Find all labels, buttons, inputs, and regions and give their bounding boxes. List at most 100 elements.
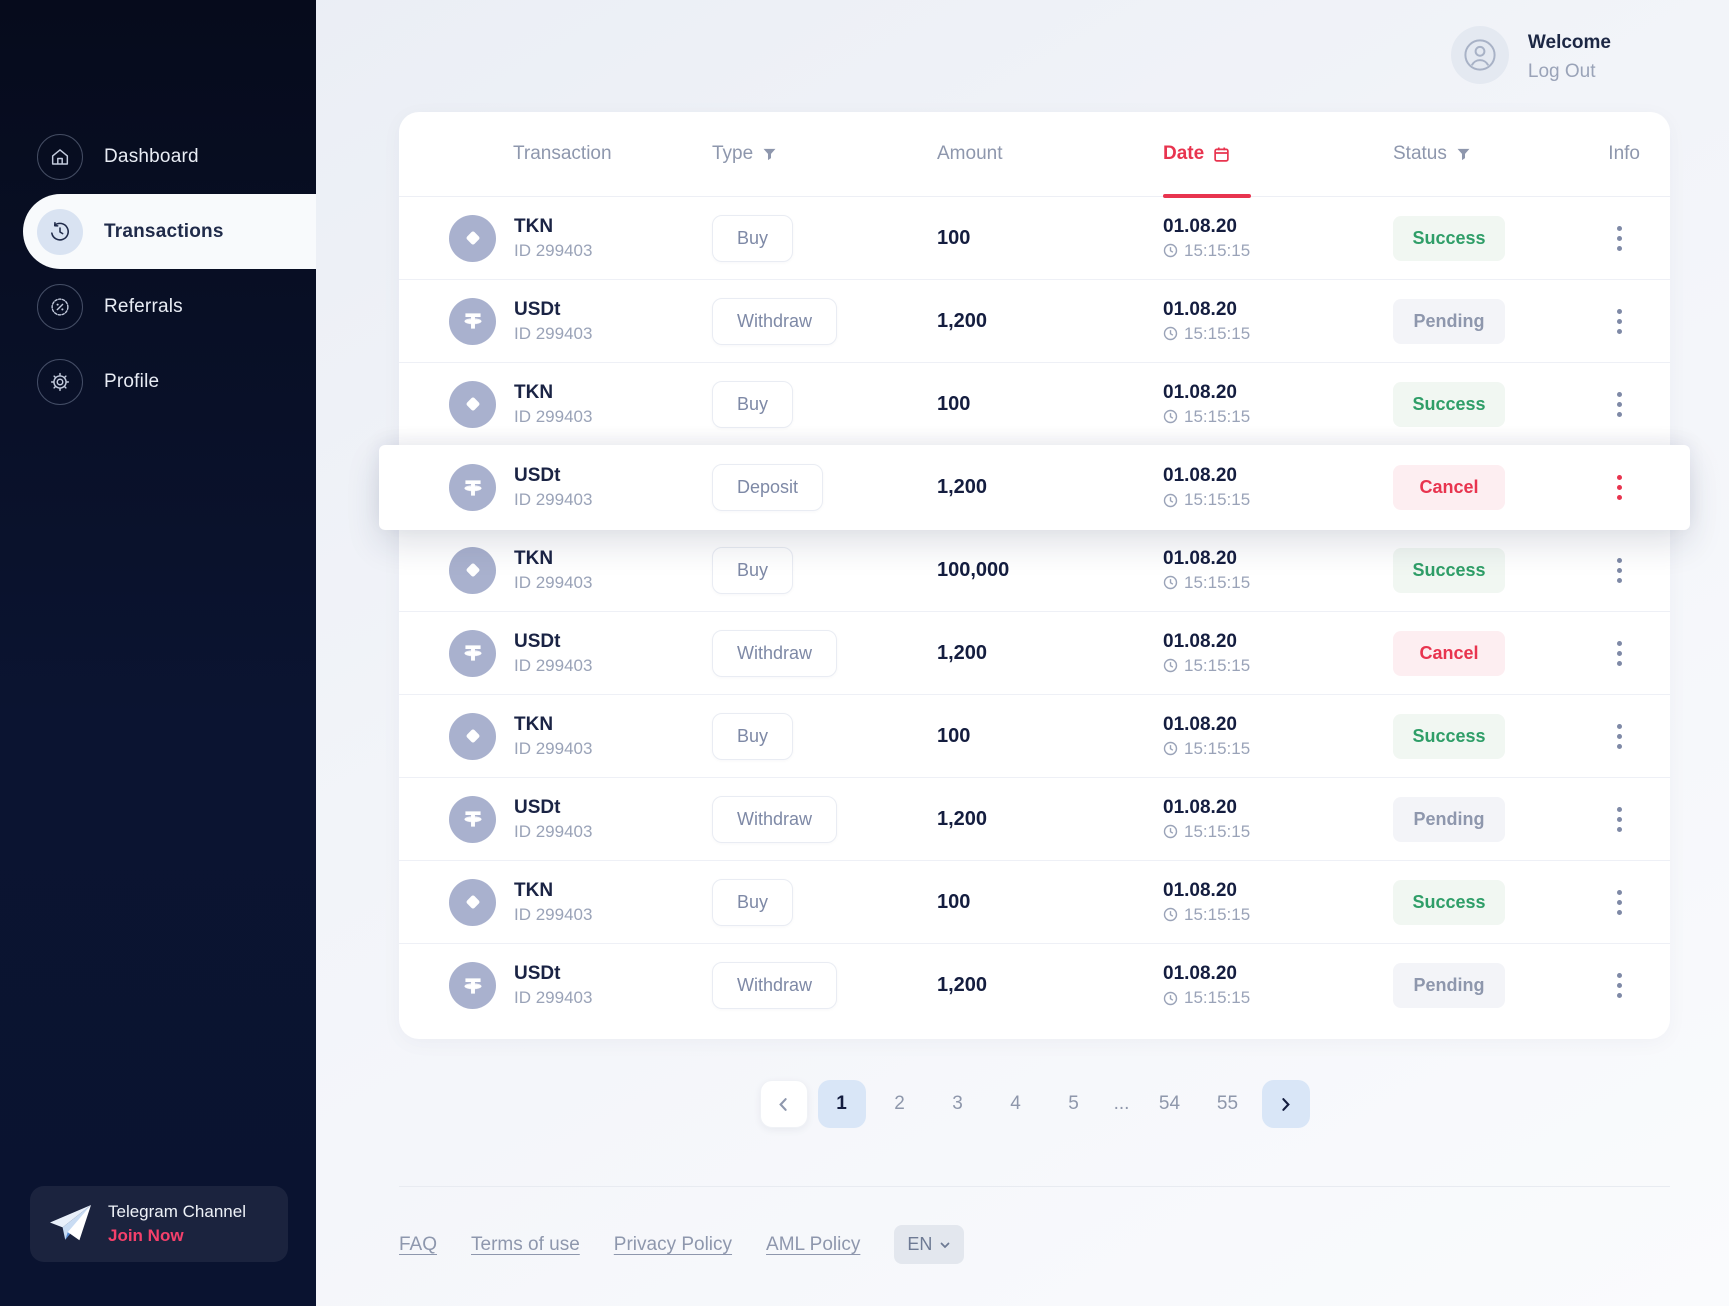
date-value: 01.08.20	[1163, 465, 1237, 486]
column-header-type[interactable]: Type	[712, 143, 937, 165]
type-chip[interactable]: Buy	[712, 214, 794, 262]
page-button-54[interactable]: 54	[1146, 1080, 1194, 1128]
row-actions-menu[interactable]	[1611, 303, 1628, 340]
sidebar-item-referrals[interactable]: Referrals	[0, 269, 316, 344]
table-header: Transaction Type Amount Date Status Info	[399, 112, 1670, 198]
asset-name: TKN	[514, 381, 554, 403]
transaction-id: ID 299403	[514, 572, 593, 592]
page-button-4[interactable]: 4	[992, 1080, 1040, 1128]
page-button-55[interactable]: 55	[1204, 1080, 1252, 1128]
type-chip[interactable]: Deposit	[712, 464, 824, 511]
chevron-down-icon	[940, 1242, 950, 1248]
tkn-diamond-icon	[449, 380, 496, 428]
row-actions-menu[interactable]	[1611, 884, 1628, 921]
page-button-2[interactable]: 2	[876, 1080, 924, 1128]
asset-name: USDt	[514, 963, 561, 984]
column-header-status[interactable]: Status	[1393, 143, 1529, 165]
page-button-1[interactable]: 1	[817, 1080, 866, 1128]
next-page-button[interactable]	[1261, 1080, 1310, 1128]
transaction-id: ID 299403	[514, 240, 593, 260]
transaction-id: ID 299403	[514, 988, 593, 1007]
page-button-3[interactable]: 3	[934, 1080, 982, 1128]
row-actions-menu[interactable]	[1611, 967, 1628, 1004]
tkn-diamond-icon	[449, 546, 496, 594]
table-row: TKN ID 299403 Buy 100 01.08.20 15:15:15 …	[399, 363, 1670, 446]
row-actions-menu[interactable]	[1611, 718, 1628, 755]
time-value: 15:15:15	[1184, 323, 1251, 343]
row-actions-menu[interactable]	[1611, 386, 1628, 423]
row-actions-menu[interactable]	[1611, 801, 1628, 838]
footer-link-aml-policy[interactable]: AML Policy	[766, 1233, 861, 1255]
sidebar-item-transactions[interactable]: Transactions	[23, 194, 316, 269]
tkn-diamond-icon	[449, 214, 496, 262]
column-header-date[interactable]: Date	[1163, 112, 1393, 198]
pagination: 1 2 3 4 5... 54 55	[399, 1080, 1670, 1128]
time-value: 15:15:15	[1184, 988, 1251, 1007]
clock-icon	[1163, 493, 1178, 507]
footer: FAQ Terms of use Privacy Policy AML Policy …	[399, 1186, 1670, 1264]
usdt-tether-icon	[449, 629, 496, 677]
status-badge: Success	[1393, 381, 1505, 427]
table-row: USDt ID 299403 Deposit 1,200 01.08.20 15…	[379, 445, 1690, 530]
row-actions-menu[interactable]	[1611, 469, 1628, 506]
sidebar-item-profile[interactable]: Profile	[0, 344, 316, 419]
status-badge: Success	[1393, 547, 1505, 593]
amount-value: 1,200	[937, 641, 988, 664]
date-value: 01.08.20	[1163, 381, 1237, 403]
row-actions-menu[interactable]	[1611, 635, 1628, 672]
status-badge: Success	[1393, 713, 1505, 759]
row-actions-menu[interactable]	[1611, 220, 1628, 257]
clock-icon	[1163, 575, 1178, 590]
footer-link-privacy-policy[interactable]: Privacy Policy	[613, 1233, 733, 1255]
sidebar-nav: Dashboard Transactions Referrals Profile	[0, 0, 316, 419]
type-chip[interactable]: Buy	[712, 878, 794, 926]
table-row: USDt ID 299403 Withdraw 1,200 01.08.20 1…	[399, 280, 1670, 363]
type-chip[interactable]: Withdraw	[712, 795, 838, 843]
usdt-tether-icon	[449, 795, 496, 843]
date-value: 01.08.20	[1163, 796, 1237, 818]
telegram-channel-title: Telegram Channel	[108, 1202, 246, 1221]
table-row: TKN ID 299403 Buy 100,000 01.08.20 15:15…	[399, 529, 1670, 612]
chevron-right-icon	[1282, 1097, 1290, 1111]
date-value: 01.08.20	[1163, 630, 1237, 652]
time-value: 15:15:15	[1184, 240, 1251, 260]
clock-icon	[1163, 824, 1178, 839]
usdt-tether-icon	[449, 962, 496, 1009]
asset-name: TKN	[514, 547, 554, 569]
filter-icon	[763, 148, 776, 160]
history-icon	[37, 208, 83, 255]
sidebar: Dashboard Transactions Referrals Profile…	[0, 0, 316, 1306]
page-button-5[interactable]: 5	[1050, 1080, 1098, 1128]
transaction-id: ID 299403	[514, 490, 593, 509]
asset-name: USDt	[514, 796, 561, 818]
telegram-join-now-link[interactable]: Join Now	[108, 1226, 184, 1245]
footer-link-faq[interactable]: FAQ	[399, 1233, 438, 1255]
avatar[interactable]	[1450, 26, 1509, 84]
clock-icon	[1163, 741, 1178, 756]
amount-value: 100	[937, 724, 971, 747]
type-chip[interactable]: Withdraw	[712, 297, 838, 345]
footer-link-terms-of-use[interactable]: Terms of use	[471, 1233, 580, 1255]
type-chip[interactable]: Withdraw	[712, 629, 838, 677]
time-value: 15:15:15	[1184, 572, 1251, 592]
clock-icon	[1163, 907, 1178, 922]
date-value: 01.08.20	[1163, 298, 1237, 320]
telegram-channel-banner[interactable]: Telegram Channel Join Now	[30, 1186, 288, 1262]
type-chip[interactable]: Withdraw	[712, 962, 838, 1009]
type-chip[interactable]: Buy	[712, 546, 794, 594]
clock-icon	[1163, 991, 1178, 1005]
type-chip[interactable]: Buy	[712, 380, 794, 428]
asset-name: USDt	[514, 465, 561, 486]
clock-icon	[1163, 658, 1178, 673]
sidebar-item-dashboard[interactable]: Dashboard	[0, 119, 316, 194]
language-selector[interactable]: EN	[894, 1225, 965, 1264]
row-actions-menu[interactable]	[1611, 552, 1628, 589]
previous-page-button[interactable]	[759, 1080, 808, 1128]
logout-link[interactable]: Log Out	[1527, 61, 1596, 82]
status-badge: Pending	[1393, 963, 1505, 1008]
date-value: 01.08.20	[1163, 547, 1237, 569]
type-chip[interactable]: Buy	[712, 712, 794, 760]
clock-icon	[1163, 243, 1178, 258]
calendar-icon	[1214, 146, 1229, 162]
filter-icon	[1457, 148, 1470, 160]
